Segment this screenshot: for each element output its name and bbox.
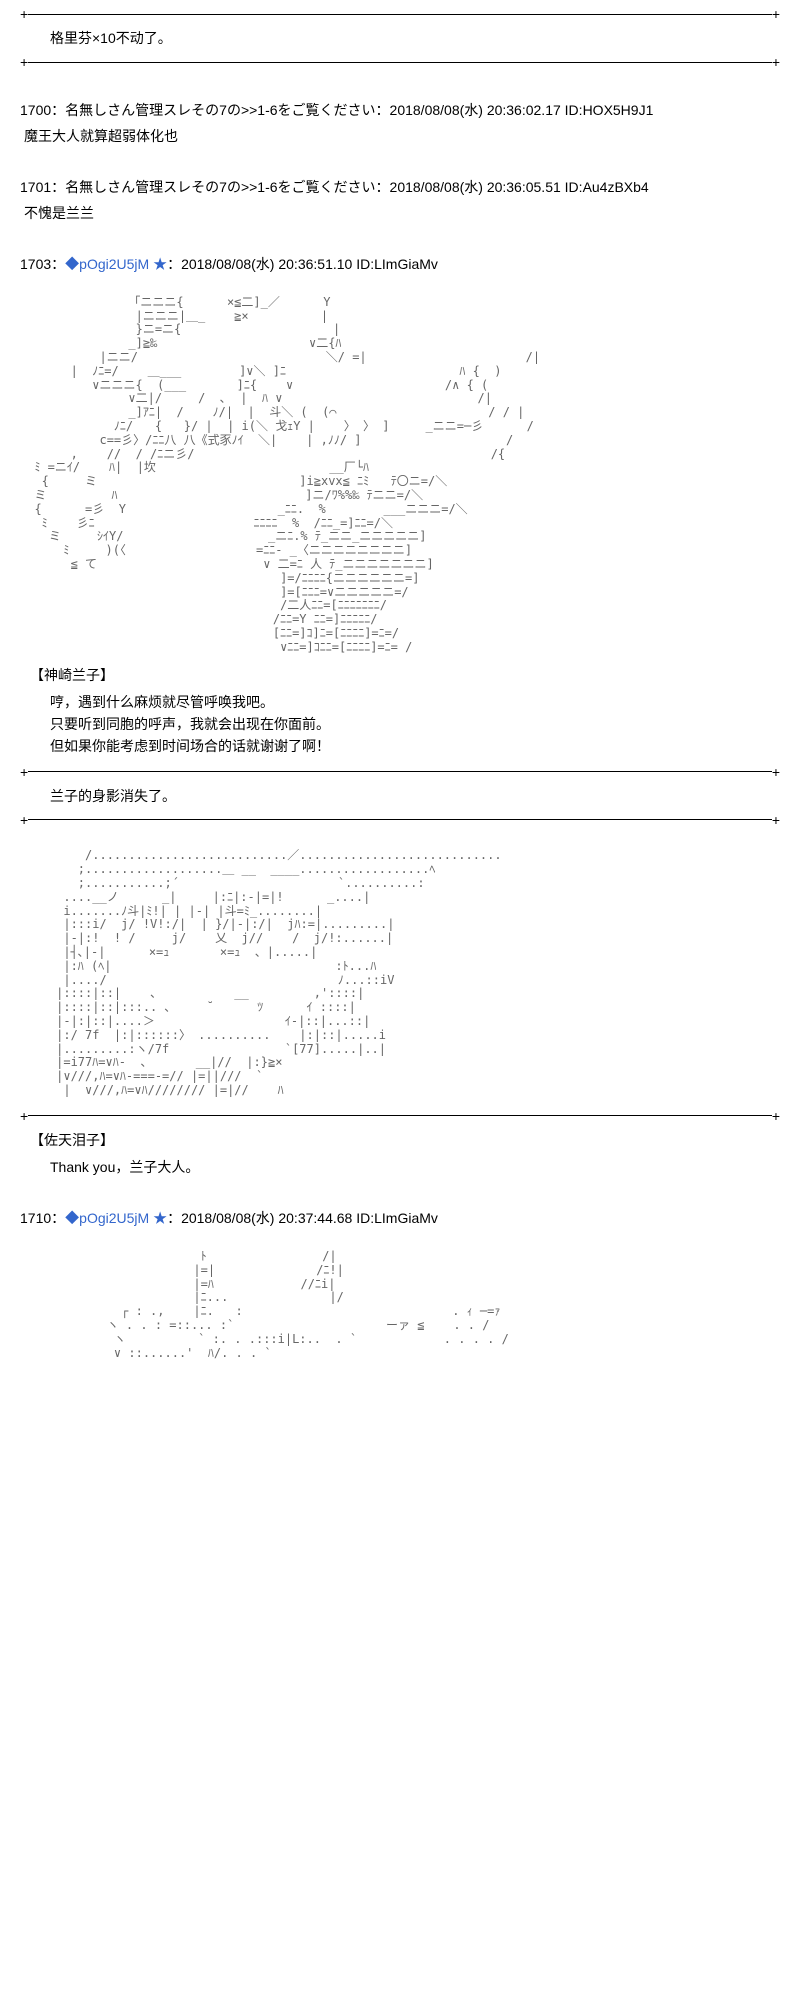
post-number: 1700 — [20, 102, 51, 118]
post: 1703：◆pOgi2U5jM ★：2018/08/08(水) 20:36:51… — [20, 254, 780, 1178]
character-name: 【神崎兰子】 — [30, 665, 780, 685]
post-body: 魔王大人就算超弱体化也 — [24, 126, 780, 147]
post-id: LImGiaMv — [374, 256, 438, 272]
dialog-line: Thank you，兰子大人。 — [50, 1156, 780, 1178]
post-name: 名無しさん管理スレその7の>>1-6をご覧ください — [65, 179, 375, 195]
post: 1701：名無しさん管理スレその7の>>1-6をご覧ください：2018/08/0… — [20, 177, 780, 224]
post-id: LImGiaMv — [374, 1210, 438, 1226]
ascii-art: ﾄ /| |=| /ﾆ!| |=ﾊ //ﾆi| |ﾆ... |/ ┌ : ., … — [20, 1236, 780, 1360]
tripcode-link[interactable]: ◆pOgi2U5jM — [65, 256, 149, 272]
star-icon: ★ — [153, 256, 167, 272]
divider — [20, 1108, 780, 1124]
character-name: 【佐天泪子】 — [30, 1130, 780, 1150]
post-date: 2018/08/08(水) 20:37:44.68 — [181, 1210, 352, 1226]
post-date: 2018/08/08(水) 20:36:51.10 — [181, 256, 352, 272]
dialog-line: 只要听到同胞的呼声，我就会出现在你面前。 — [50, 713, 780, 735]
dialog-line: 但如果你能考虑到时间场合的话就谢谢了啊！ — [50, 735, 780, 757]
narration-text: 兰子的身影消失了。 — [50, 786, 780, 806]
post-header: 1710：◆pOgi2U5jM ★：2018/08/08(水) 20:37:44… — [20, 1208, 780, 1228]
ascii-art: 「ニニニ{ ×≦二]_／ Y |ニニニ|＿_ ≧× | }ニ=ニ{ | _]≧‰… — [20, 282, 780, 655]
ascii-art: /...........................／...........… — [20, 836, 780, 1098]
post-header: 1700：名無しさん管理スレその7の>>1-6をご覧ください：2018/08/0… — [20, 100, 780, 120]
divider — [20, 764, 780, 780]
post-date: 2018/08/08(水) 20:36:02.17 — [390, 102, 561, 118]
post-id: HOX5H9J1 — [583, 102, 654, 118]
post-id: Au4zBXb4 — [583, 179, 649, 195]
post-date: 2018/08/08(水) 20:36:05.51 — [390, 179, 561, 195]
post-name: 名無しさん管理スレその7の>>1-6をご覧ください — [65, 102, 375, 118]
post-number: 1703 — [20, 256, 51, 272]
post-header: 1701：名無しさん管理スレその7の>>1-6をご覧ください：2018/08/0… — [20, 177, 780, 197]
star-icon: ★ — [153, 1210, 167, 1226]
narration-text: 格里芬×10不动了。 — [50, 28, 780, 48]
post-number: 1710 — [20, 1210, 51, 1226]
divider — [20, 6, 780, 22]
post: 1710：◆pOgi2U5jM ★：2018/08/08(水) 20:37:44… — [20, 1208, 780, 1360]
post-body: 不愧是兰兰 — [24, 203, 780, 224]
divider — [20, 54, 780, 70]
post: 1700：名無しさん管理スレその7の>>1-6をご覧ください：2018/08/0… — [20, 100, 780, 147]
post-number: 1701 — [20, 179, 51, 195]
dialog-line: 哼，遇到什么麻烦就尽管呼唤我吧。 — [50, 691, 780, 713]
tripcode-link[interactable]: ◆pOgi2U5jM — [65, 1210, 149, 1226]
post-header: 1703：◆pOgi2U5jM ★：2018/08/08(水) 20:36:51… — [20, 254, 780, 274]
divider — [20, 812, 780, 828]
